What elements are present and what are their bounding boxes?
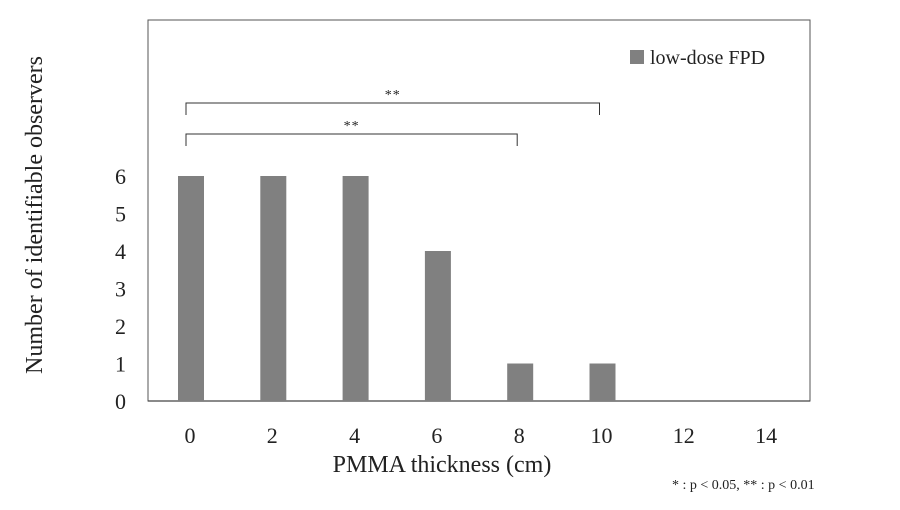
y-tick-label-6: 6: [115, 164, 126, 189]
bar-8: [507, 363, 534, 401]
significance-bracket-0-8: [185, 133, 518, 146]
y-tick-label-1: 1: [115, 352, 126, 377]
x-tick-label-10: 10: [591, 423, 613, 448]
x-tick-label-6: 6: [431, 423, 442, 448]
y-tick-label-4: 4: [115, 239, 126, 264]
significance-label-0-8: **: [344, 119, 360, 134]
x-tick-label-12: 12: [673, 423, 695, 448]
significance-footnote: * : p < 0.05, ** : p < 0.01: [672, 478, 815, 493]
significance-label-0-10: **: [385, 88, 401, 103]
x-tick-label-14: 14: [755, 423, 777, 448]
x-tick-label-0: 0: [185, 423, 196, 448]
x-tick-label-4: 4: [349, 423, 360, 448]
bar-2: [260, 176, 287, 401]
bar-6: [424, 251, 451, 401]
y-tick-label-2: 2: [115, 314, 126, 339]
bar-10: [589, 363, 616, 401]
y-axis-label: Number of identifiable observers: [22, 56, 48, 374]
x-tick-label-8: 8: [514, 423, 525, 448]
y-tick-label-5: 5: [115, 202, 126, 227]
bar-0: [178, 176, 204, 401]
legend-label: low-dose FPD: [650, 47, 765, 69]
x-axis-label: PMMA thickness (cm): [333, 452, 552, 478]
y-tick-label-3: 3: [115, 277, 126, 302]
significance-bracket-0-10: [185, 102, 600, 115]
bar-4: [342, 176, 369, 401]
x-tick-label-2: 2: [267, 423, 278, 448]
plot-frame: [147, 19, 811, 402]
y-tick-label-0: 0: [115, 389, 126, 414]
legend-swatch: [630, 50, 644, 64]
